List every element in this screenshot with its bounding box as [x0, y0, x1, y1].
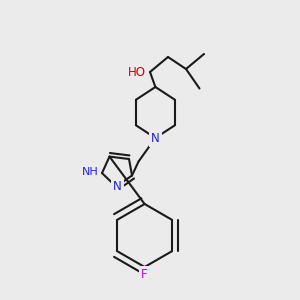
Text: N: N — [151, 131, 160, 145]
Text: HO: HO — [128, 65, 146, 79]
Text: N: N — [113, 180, 122, 193]
Text: F: F — [141, 268, 148, 281]
Text: NH: NH — [82, 167, 99, 177]
